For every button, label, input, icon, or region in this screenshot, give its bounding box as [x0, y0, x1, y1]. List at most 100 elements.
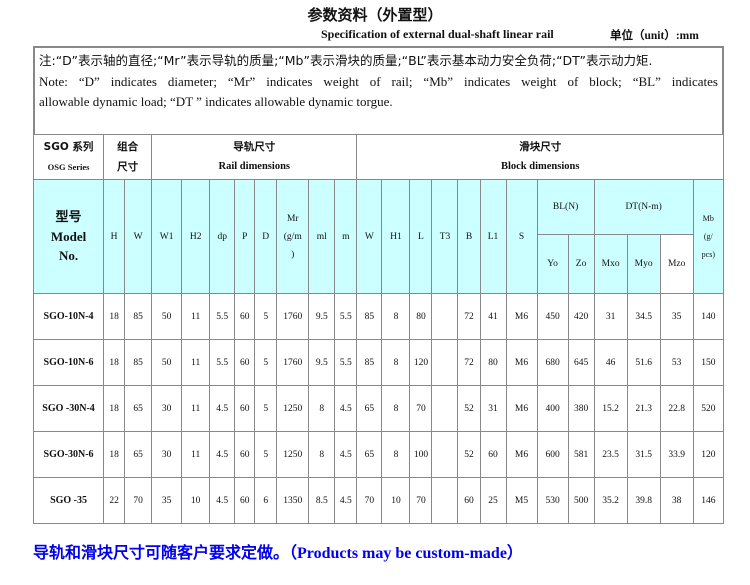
col-header-block-0: W	[356, 179, 383, 294]
col-header-rail-0: W1	[151, 179, 183, 294]
value-cell: 30	[151, 431, 183, 478]
value-cell	[431, 431, 459, 478]
value-cell: 50	[151, 293, 183, 340]
value-cell	[431, 477, 459, 524]
rail-header: 导轨尺寸 Rail dimensions	[151, 134, 358, 180]
value-cell: 8	[381, 293, 411, 340]
value-cell: 680	[536, 339, 569, 386]
value-cell: 80	[409, 293, 433, 340]
block-cn: 滑块尺寸	[519, 141, 562, 153]
col-header-mzo: Mzo	[659, 234, 694, 294]
value-cell: 23.5	[593, 431, 628, 478]
value-cell: 85	[356, 293, 383, 340]
footer-en: Products may be custom-made）	[297, 545, 523, 562]
value-cell: 22.8	[659, 385, 694, 432]
value-cell: 52	[457, 431, 481, 478]
value-cell: 100	[409, 431, 433, 478]
value-cell: 120	[692, 431, 725, 478]
value-cell: 4.5	[209, 477, 236, 524]
combo-cn-2: 尺寸	[117, 161, 139, 173]
value-cell: 85	[356, 339, 383, 386]
value-cell: 31	[479, 385, 507, 432]
value-cell: 60	[234, 477, 256, 524]
value-cell: 5	[254, 339, 278, 386]
series-header: SGO 系列 OSG Series	[32, 134, 105, 180]
value-cell: 60	[457, 477, 481, 524]
value-cell: 46	[593, 339, 628, 386]
value-cell: 35	[659, 293, 694, 340]
value-cell: 8	[308, 431, 336, 478]
value-cell: 22	[103, 477, 126, 524]
value-cell: 21.3	[626, 385, 661, 432]
value-cell: 581	[567, 431, 595, 478]
value-cell: 33.9	[659, 431, 694, 478]
rail-en: Rail dimensions	[218, 161, 290, 172]
value-cell: 8	[381, 385, 411, 432]
value-cell: 18	[103, 293, 126, 340]
value-cell: 4.5	[209, 431, 236, 478]
value-cell: 9.5	[308, 339, 336, 386]
note-cn: 注:“D”表示轴的直径;“Mr”表示导轨的质量;“Mb”表示滑块的质量;“BL”…	[39, 53, 653, 68]
value-cell: 140	[692, 293, 725, 340]
model-cell: SGO-10N-6	[32, 339, 105, 386]
col-header-zo: Zo	[567, 234, 595, 294]
value-cell: 4.5	[334, 477, 358, 524]
value-cell	[431, 385, 459, 432]
model-cn: 型号	[55, 210, 82, 225]
value-cell: 450	[536, 293, 569, 340]
col-header-mb: Mb (g/ pcs)	[692, 179, 725, 294]
value-cell: 34.5	[626, 293, 661, 340]
col-header-block-3: T3	[431, 179, 459, 294]
value-cell: 65	[124, 385, 153, 432]
value-cell: 645	[567, 339, 595, 386]
value-cell: 60	[479, 431, 507, 478]
sub-header-row: Yo Zo Mxo Myo Mzo	[34, 234, 724, 294]
note-en-line1: Note: “D” indicates diameter; “Mr” indic…	[39, 73, 718, 89]
value-cell: 1760	[276, 293, 310, 340]
value-cell: 600	[536, 431, 569, 478]
col-header-mxo: Mxo	[593, 234, 628, 294]
col-header-rail-7: m	[334, 179, 358, 294]
value-cell: 4.5	[334, 431, 358, 478]
col-header-bl: BL(N)	[536, 179, 595, 235]
value-cell: 1250	[276, 385, 310, 432]
col-header-rail-2: dp	[209, 179, 236, 294]
col-header-rail-3: P	[234, 179, 256, 294]
series-cn: SGO 系列	[43, 141, 94, 153]
table-row: SGO-10N-4 18 85 50 11 5.5 60 5 1760 9.5 5.5 85 8 80 72…	[32, 293, 725, 340]
value-cell: 5	[254, 385, 278, 432]
combo-cn-1: 组合	[117, 141, 139, 153]
col-header-block-4: B	[457, 179, 481, 294]
value-cell: 520	[692, 385, 725, 432]
value-cell: 5.5	[334, 339, 358, 386]
col-header-w: W	[124, 179, 153, 294]
col-header-h: H	[103, 179, 126, 294]
col-header-block-1: H1	[381, 179, 411, 294]
value-cell: 70	[124, 477, 153, 524]
col-header-block-6: S	[505, 179, 538, 294]
value-cell: 52	[457, 385, 481, 432]
notes-box: 注:“D”表示轴的直径;“Mr”表示导轨的质量;“Mb”表示滑块的质量;“BL”…	[33, 46, 724, 137]
value-cell: 10	[381, 477, 411, 524]
value-cell: 18	[103, 385, 126, 432]
page-title: 参数资料（外置型）	[307, 6, 443, 24]
value-cell: 70	[409, 477, 433, 524]
value-cell: 8	[381, 339, 411, 386]
value-cell: 50	[151, 339, 183, 386]
value-cell: 11	[181, 339, 211, 386]
value-cell: 4.5	[209, 385, 236, 432]
value-cell: 8	[308, 385, 336, 432]
value-cell: 70	[409, 385, 433, 432]
value-cell: 6	[254, 477, 278, 524]
value-cell: 500	[567, 477, 595, 524]
col-header-myo: Myo	[626, 234, 661, 294]
value-cell: 1760	[276, 339, 310, 386]
col-header-yo: Yo	[536, 234, 569, 294]
custom-made-note: 导轨和滑块尺寸可随客户要求定做。（Products may be custom-…	[33, 539, 523, 563]
value-cell: 11	[181, 431, 211, 478]
value-cell: 9.5	[308, 293, 336, 340]
spec-table: SGO 系列 OSG Series 组合尺寸 导轨尺寸 Rail dimension…	[32, 134, 725, 524]
unit-label: 单位（unit）:mm	[610, 27, 699, 43]
rail-cn: 导轨尺寸	[233, 141, 276, 153]
value-cell: 72	[457, 339, 481, 386]
